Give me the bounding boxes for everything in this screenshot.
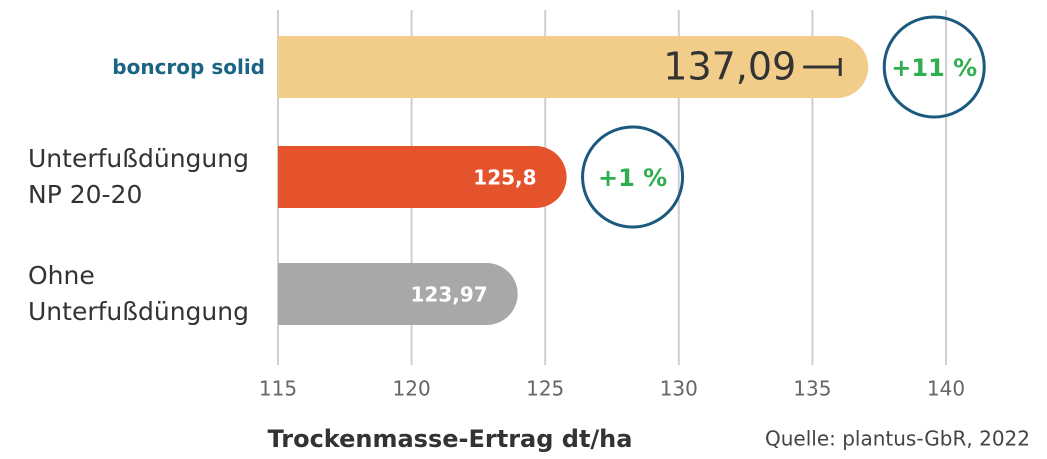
bar: [278, 146, 567, 208]
category-label: Unterfußdüngung NP 20-20: [28, 144, 249, 209]
annotation-circle: [882, 15, 986, 119]
x-tick-label: 115: [259, 377, 297, 401]
value-label: 125,8: [473, 166, 536, 190]
value-label: 123,97: [410, 283, 487, 307]
bar: [278, 263, 518, 325]
annotation: +11 %: [891, 54, 977, 82]
x-axis-label: Trockenmasse-Ertrag dt/ha: [268, 425, 633, 453]
x-tick-label: 125: [526, 377, 564, 401]
annotation-circle: [581, 125, 685, 229]
value-label: 137,09: [663, 45, 796, 89]
annotation: +1 %: [598, 164, 667, 192]
x-tick-label: 135: [793, 377, 831, 401]
category-label: Ohne Unterfußdüngung: [28, 261, 249, 326]
category-label: boncrop solid: [112, 55, 265, 79]
x-tick-label: 130: [660, 377, 698, 401]
bar: [278, 36, 869, 98]
source: Quelle: plantus-GbR, 2022: [765, 427, 1030, 451]
x-tick-label: 140: [927, 377, 965, 401]
x-tick-label: 120: [393, 377, 431, 401]
